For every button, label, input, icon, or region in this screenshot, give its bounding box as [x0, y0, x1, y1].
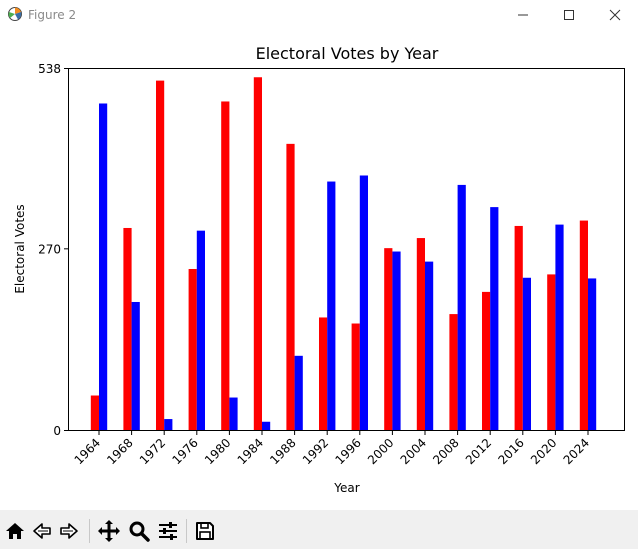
x-tick-label: 2012 [463, 436, 494, 467]
bar-red-1988 [286, 143, 295, 431]
x-tick-label: 2016 [495, 436, 526, 467]
bar-blue-1988 [294, 355, 303, 431]
bar-red-1992 [319, 317, 328, 431]
bar-blue-1964 [99, 103, 108, 431]
figure-canvas[interactable]: Electoral Votes by Year 0 270 538 1964 1968… [0, 30, 638, 510]
bar-chart: Electoral Votes by Year 0 270 538 1964 1968… [13, 44, 625, 495]
bar-red-2004 [416, 238, 425, 431]
bar-blue-2024 [588, 278, 597, 431]
bar-red-1968 [123, 227, 132, 431]
configure-subplots-button[interactable] [155, 518, 181, 544]
y-tick-label: 538 [38, 62, 61, 76]
x-tick-label: 2020 [528, 436, 559, 467]
bar-blue-1980 [229, 397, 238, 431]
x-tick-label: 2024 [561, 436, 592, 467]
minimize-button[interactable] [500, 0, 546, 30]
bar-blue-2016 [522, 277, 531, 431]
window-title: Figure 2 [28, 8, 77, 22]
x-tick-label: 1976 [169, 436, 200, 467]
bar-red-1976 [188, 269, 197, 431]
pan-button[interactable] [96, 518, 122, 544]
minimize-icon [518, 14, 528, 16]
chart-title: Electoral Votes by Year [256, 44, 439, 63]
bar-red-1996 [351, 323, 360, 431]
window-titlebar: Figure 2 [0, 0, 638, 30]
bar-blue-1984 [262, 421, 271, 431]
bar-red-1972 [156, 80, 165, 431]
bar-blue-1996 [359, 175, 368, 431]
x-axis-label: Year [333, 481, 359, 495]
toolbar-separator [186, 519, 187, 543]
bar-red-2020 [547, 274, 556, 431]
x-tick-label: 2004 [398, 436, 429, 467]
bar-blue-2008 [457, 184, 466, 431]
y-axis: 0 270 538 [38, 62, 69, 438]
y-axis-label: Electoral Votes [13, 204, 27, 293]
bar-red-1984 [253, 77, 262, 431]
close-button[interactable] [592, 0, 638, 30]
bar-red-2000 [384, 248, 393, 431]
save-floppy-icon [196, 522, 214, 540]
y-tick-label: 270 [38, 242, 61, 256]
x-tick-label: 2008 [430, 436, 461, 467]
maximize-button[interactable] [546, 0, 592, 30]
bar-blue-1976 [196, 230, 205, 431]
zoom-magnifier-icon [129, 521, 150, 542]
home-button[interactable] [2, 518, 28, 544]
close-icon [609, 9, 621, 21]
configure-subplots-icon [159, 522, 177, 540]
x-tick-label: 1984 [235, 436, 266, 467]
maximize-icon [564, 10, 574, 20]
back-button[interactable] [29, 518, 55, 544]
x-tick-label: 1972 [137, 436, 168, 467]
home-icon [6, 523, 24, 539]
x-tick-label: 1992 [300, 436, 331, 467]
bar-red-1980 [221, 101, 230, 431]
navigation-toolbar [0, 510, 638, 549]
bar-red-1964 [90, 395, 99, 431]
x-tick-label: 2000 [365, 436, 396, 467]
x-tick-label: 1996 [332, 436, 363, 467]
bar-blue-2000 [392, 251, 401, 431]
x-tick-label: 1968 [104, 436, 135, 467]
bar-red-2016 [514, 225, 523, 431]
bar-red-2024 [579, 220, 588, 431]
matplotlib-figure-icon [8, 7, 22, 21]
x-tick-label: 1964 [72, 436, 103, 467]
bar-blue-2004 [425, 261, 434, 431]
plot-frame [68, 68, 625, 431]
zoom-button[interactable] [126, 518, 152, 544]
bar-blue-1992 [327, 181, 336, 431]
x-axis: 1964 1968 1972 1976 1980 1984 1988 1992 1996 2000… [72, 430, 592, 467]
bar-red-2012 [482, 291, 491, 431]
x-tick-label: 1980 [202, 436, 233, 467]
bar-blue-1972 [164, 419, 173, 431]
back-arrow-icon [33, 523, 51, 539]
bar-blue-1968 [131, 301, 140, 431]
forward-arrow-icon [60, 523, 78, 539]
forward-button[interactable] [56, 518, 82, 544]
bar-blue-2012 [490, 207, 499, 431]
toolbar-separator [89, 519, 90, 543]
save-button[interactable] [192, 518, 218, 544]
x-tick-label: 1988 [267, 436, 298, 467]
y-tick-label: 0 [53, 424, 61, 438]
pan-move-icon [98, 520, 120, 542]
bar-red-2008 [449, 314, 458, 431]
bars-group [90, 77, 597, 431]
bar-blue-2020 [555, 224, 564, 431]
